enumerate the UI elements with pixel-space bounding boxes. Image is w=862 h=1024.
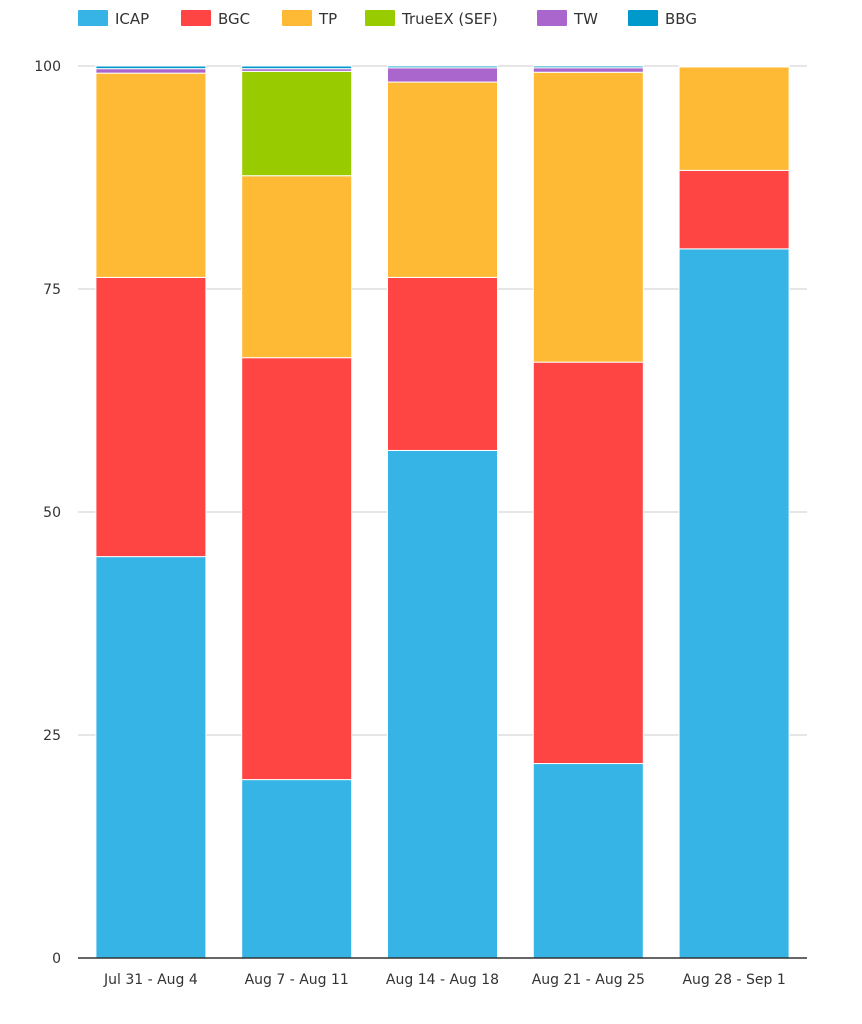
legend-label: TP (318, 10, 337, 28)
bar-stack (387, 65, 498, 959)
bar-segment[interactable] (532, 361, 644, 765)
legend-swatch (282, 10, 312, 26)
legend-item[interactable]: BGC (181, 10, 250, 28)
x-tick-label: Aug 28 - Sep 1 (682, 972, 785, 988)
legend-label: BGC (218, 10, 250, 28)
bar-segment[interactable] (95, 68, 207, 74)
bar-segment[interactable] (387, 65, 498, 69)
axes: 0 25 50 75 100 Jul 31 - Aug 4 Aug 7 - Aug 11 Au… (34, 59, 807, 988)
legend-swatch (537, 10, 567, 26)
bar-segment[interactable] (387, 81, 498, 278)
x-tick-label: Aug 7 - Aug 11 (245, 972, 349, 988)
bar-segment[interactable] (95, 72, 207, 278)
bar-segment[interactable] (241, 357, 353, 781)
bar-segment[interactable] (532, 67, 644, 73)
y-tick-label: 50 (43, 505, 61, 521)
bar-segment[interactable] (678, 66, 790, 171)
bars (95, 65, 790, 959)
legend-swatch (365, 10, 395, 26)
legend-label: BBG (665, 10, 697, 28)
y-tick-label: 75 (43, 282, 61, 298)
legend-label: TrueEX (SEF) (401, 10, 498, 28)
legend-item[interactable]: TP (282, 10, 337, 28)
legend-swatch (181, 10, 211, 26)
legend-item[interactable]: TW (537, 10, 598, 28)
y-tick-label: 25 (43, 728, 61, 744)
bar-segment[interactable] (387, 67, 498, 83)
x-tick-label: Aug 21 - Aug 25 (532, 972, 645, 988)
bar-segment[interactable] (678, 169, 790, 250)
bar-segment[interactable] (241, 70, 353, 177)
legend-item[interactable]: BBG (628, 10, 697, 28)
bar-stack (532, 65, 644, 959)
legend-swatch (78, 10, 108, 26)
bar-stack (95, 65, 207, 959)
x-tick-label: Jul 31 - Aug 4 (103, 972, 198, 988)
y-tick-label: 100 (34, 59, 61, 75)
bar-segment[interactable] (95, 65, 207, 70)
bar-segment[interactable] (387, 276, 498, 451)
x-tick-label: Aug 14 - Aug 18 (386, 972, 499, 988)
bar-segment[interactable] (95, 276, 207, 558)
bar-segment[interactable] (532, 763, 644, 959)
bar-segment[interactable] (532, 65, 644, 69)
legend-item[interactable]: TrueEX (SEF) (365, 10, 498, 28)
bar-stack (241, 65, 353, 959)
legend-label: TW (573, 10, 598, 28)
bar-segment[interactable] (532, 71, 644, 363)
legend-label: ICAP (115, 10, 149, 28)
legend-item[interactable]: ICAP (78, 10, 149, 28)
bar-segment[interactable] (387, 449, 498, 959)
legend: ICAP BGC TP TrueEX (SEF) TW BBG (78, 10, 697, 28)
bar-stack (678, 65, 790, 959)
bar-segment[interactable] (241, 779, 353, 959)
bar-segment[interactable] (678, 248, 790, 959)
bar-segment[interactable] (241, 65, 353, 70)
bar-segment[interactable] (95, 556, 207, 959)
y-tick-label: 0 (52, 951, 61, 967)
bar-segment[interactable] (678, 65, 790, 68)
legend-swatch (628, 10, 658, 26)
bar-segment[interactable] (241, 175, 353, 359)
